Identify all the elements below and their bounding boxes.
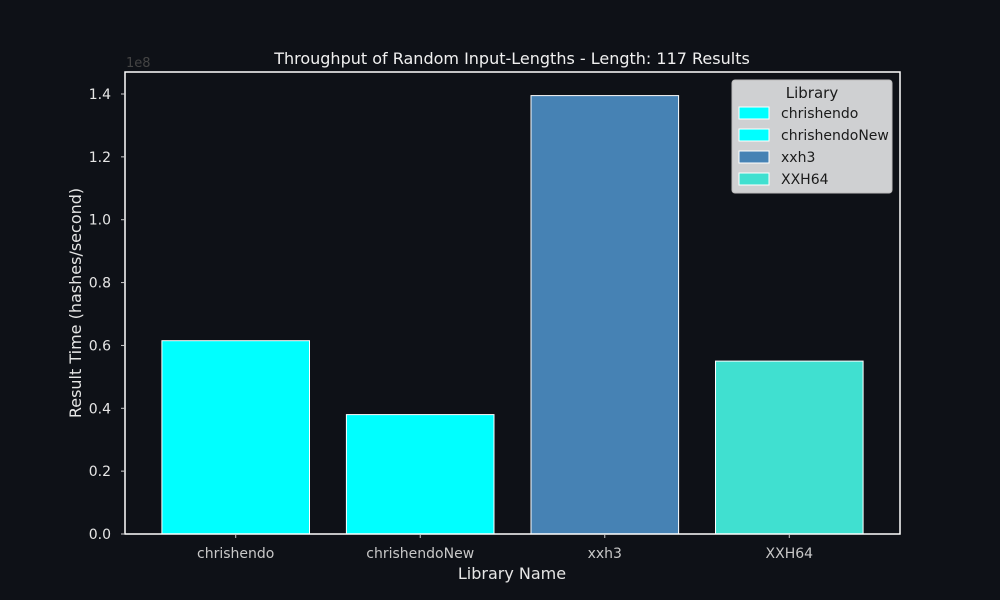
legend-label: xxh3 xyxy=(781,150,815,166)
x-tick-label: chrishendoNew xyxy=(366,546,474,562)
bar-xxh3 xyxy=(530,95,680,535)
bar-chrishendo xyxy=(161,340,310,535)
y-tick-label: 0.8 xyxy=(89,276,111,292)
legend-swatch xyxy=(738,106,770,120)
x-tick-label: xxh3 xyxy=(588,546,622,562)
legend-swatch xyxy=(738,128,770,142)
bar-chrishendonew xyxy=(345,414,495,535)
y-tick-label: 1.4 xyxy=(89,87,111,103)
legend-title: Library xyxy=(786,84,839,102)
legend-swatch xyxy=(738,172,770,186)
legend-swatch xyxy=(738,150,770,164)
legend: Library chrishendo chrishendoNew xxh3 XXH64 xyxy=(731,79,893,194)
x-tick-label: XXH64 xyxy=(766,546,814,562)
legend-label: chrishendoNew xyxy=(781,128,889,144)
legend-label: chrishendo xyxy=(781,106,858,122)
y-tick-label: 1.2 xyxy=(89,150,111,166)
y-axis-title: Result Time (hashes/second) xyxy=(66,188,85,418)
y-tick-label: 0.2 xyxy=(89,464,111,480)
legend-box xyxy=(731,79,893,194)
chart-title: Throughput of Random Input-Lengths - Len… xyxy=(273,49,750,68)
y-tick-label: 1.0 xyxy=(89,213,111,229)
y-axis: 0.0 0.2 0.4 0.6 0.8 1.0 1.2 1.4 xyxy=(89,87,125,543)
y-tick-label: 0.4 xyxy=(89,401,111,417)
bars-layer xyxy=(161,95,864,535)
legend-label: XXH64 xyxy=(781,172,829,188)
y-scale-label: 1e8 xyxy=(126,56,151,71)
x-axis: chrishendo chrishendoNew xxh3 XXH64 xyxy=(197,534,813,562)
bar-xxh64 xyxy=(715,360,864,535)
y-tick-label: 0.0 xyxy=(89,527,111,543)
x-axis-title: Library Name xyxy=(458,564,566,583)
legend-entries: chrishendo chrishendoNew xxh3 XXH64 xyxy=(738,106,889,188)
y-tick-label: 0.6 xyxy=(89,338,111,354)
plot-frame xyxy=(124,71,901,535)
x-tick-label: chrishendo xyxy=(197,546,274,562)
